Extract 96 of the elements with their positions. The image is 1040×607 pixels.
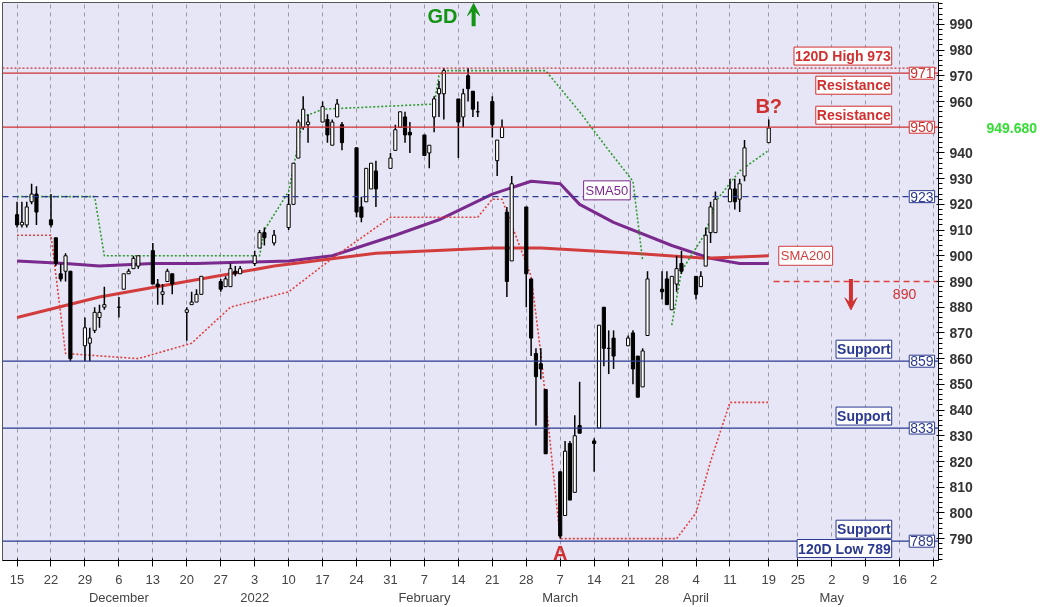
- candlestick: [470, 90, 475, 118]
- x-tick-label: 24: [349, 571, 364, 587]
- y-tick-label: 840: [949, 402, 974, 419]
- text: 949.680: [986, 120, 1038, 137]
- x-tick-label: 21: [485, 571, 500, 587]
- annotation: 950: [910, 119, 934, 136]
- x-tick-label: 2 May: [819, 571, 845, 605]
- annotation: GD: [427, 4, 458, 27]
- x-tick-label: 14: [451, 571, 466, 587]
- y-tick-label: 860: [949, 350, 974, 367]
- ref-line-label: Support: [837, 408, 892, 425]
- x-tick-label: 4 April: [683, 571, 710, 605]
- candlestick: [432, 95, 437, 134]
- y-tick-label: 940: [949, 144, 974, 161]
- y-tick-label: 920: [949, 196, 974, 213]
- ref-line-label: 120D High 973: [794, 48, 891, 65]
- x-tick-label: 17: [315, 571, 330, 587]
- x-tick-label: 25: [790, 571, 806, 587]
- annotation: 789: [910, 533, 934, 550]
- x-tick-label: 7 February: [398, 571, 451, 605]
- x-tick-label: 31: [383, 571, 398, 587]
- annotation: 859: [910, 353, 934, 370]
- y-tick-label: 930: [949, 170, 974, 187]
- candlestick: [577, 381, 582, 434]
- line-series: [16, 198, 770, 540]
- annotation: 923: [910, 188, 934, 205]
- candlestick: [538, 347, 543, 380]
- candlestick: [24, 201, 29, 229]
- x-tick-label: 22: [43, 571, 59, 587]
- x-tick-label: 3 2022: [240, 571, 270, 605]
- y-tick-label: 970: [949, 67, 974, 84]
- candlestick: [592, 437, 597, 473]
- candlestick: [441, 67, 446, 121]
- candlestick: [339, 121, 345, 152]
- candlestick: [48, 193, 54, 229]
- x-tick-label: 27: [213, 571, 228, 587]
- candlestick: [184, 306, 189, 342]
- y-tick-label: 980: [949, 42, 974, 59]
- line-series: [15, 246, 771, 319]
- ref-line-label: Support: [837, 521, 892, 538]
- candlestick: [490, 95, 495, 139]
- x-tick-label: 7 March: [542, 571, 579, 605]
- x-tick-label: 9: [862, 571, 870, 587]
- candlestick: [402, 111, 408, 144]
- x-tick-label: 11: [723, 571, 737, 587]
- candlestick: [102, 285, 107, 311]
- ref-line-label: Resistance: [816, 107, 891, 124]
- candlestick: [82, 316, 88, 362]
- x-tick-label: 16: [892, 571, 907, 587]
- y-tick-label: 870: [949, 324, 974, 341]
- ref-line-label: Support: [837, 341, 892, 358]
- candlestick: [373, 159, 379, 208]
- candlestick: [160, 283, 165, 306]
- x-tick-label: 2: [930, 571, 938, 587]
- y-tick-label: 790: [949, 530, 974, 547]
- y-tick-label: 890: [949, 273, 974, 290]
- x-tick-label: 19: [761, 571, 776, 587]
- candlestick: [737, 177, 742, 213]
- x-tick-label: 14: [586, 571, 602, 587]
- candlestick: [393, 123, 398, 152]
- candlestick: [766, 118, 771, 144]
- y-tick-label: 800: [949, 504, 974, 521]
- y-tick-label: 960: [949, 93, 974, 110]
- y-tick-label: 910: [949, 222, 974, 239]
- y-tick-label: 820: [949, 453, 974, 470]
- candlestick: [14, 201, 20, 229]
- annotation: 120D Low 789: [798, 540, 891, 557]
- x-tick-label: 13: [145, 571, 161, 587]
- series-label: SMA200: [780, 248, 831, 264]
- x-tick-label: 20: [179, 571, 195, 587]
- x-tick-label: 28: [654, 571, 670, 587]
- y-tick-label: 990: [949, 16, 974, 33]
- candlestick: [611, 329, 616, 370]
- x-tick-label: 10: [281, 571, 296, 587]
- annotation: 971: [910, 65, 934, 82]
- x-tick-label: 21: [620, 571, 636, 587]
- annotation: 890: [892, 285, 917, 302]
- x-tick-label: 28: [519, 571, 534, 587]
- y-tick-label: 850: [949, 376, 974, 393]
- y-tick-label: 810: [949, 479, 974, 496]
- candlestick: [533, 347, 539, 427]
- candlestick: [693, 275, 699, 301]
- candlestick: [305, 113, 311, 144]
- x-tick-label: 15: [9, 571, 25, 587]
- annotation: B?: [755, 94, 783, 117]
- annotation: A: [553, 541, 568, 564]
- series-label: SMA50: [585, 182, 629, 198]
- candlestick: [495, 139, 500, 177]
- annotation: 833: [910, 420, 934, 437]
- y-tick-label: 830: [949, 427, 974, 444]
- y-tick-label: 900: [949, 247, 974, 264]
- ref-line-label: Resistance: [816, 77, 891, 94]
- x-tick-label: 29: [77, 571, 93, 587]
- candlestick: [727, 177, 733, 203]
- candlestick: [466, 67, 471, 103]
- y-tick-label: 880: [949, 299, 974, 316]
